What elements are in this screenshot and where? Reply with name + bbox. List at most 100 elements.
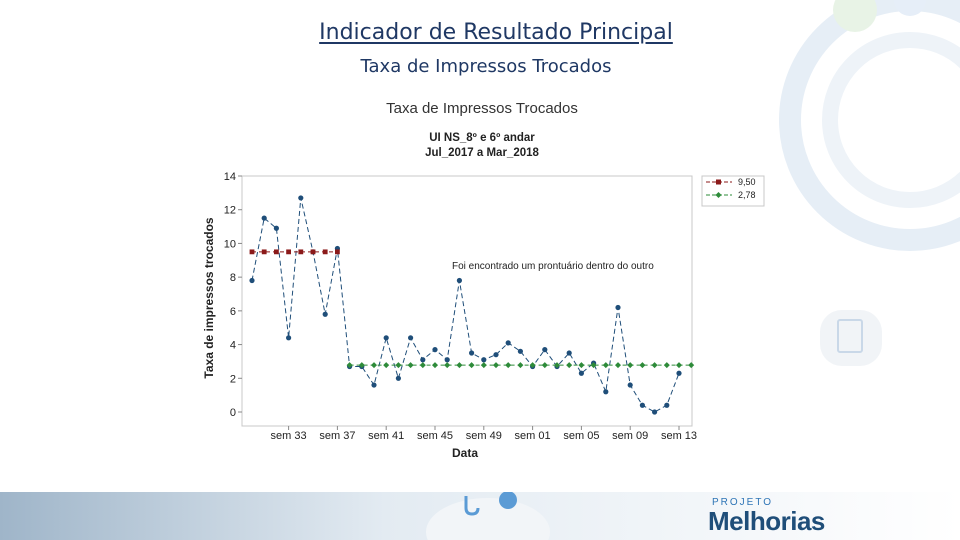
legend-marker-before [716, 179, 721, 185]
median-before-marker [335, 249, 340, 255]
background-decoration [779, 0, 960, 366]
y-tick-label: 12 [224, 205, 236, 217]
leaf-icon [833, 0, 877, 32]
clipboard-icon [837, 319, 863, 353]
median-after-marker [602, 362, 609, 369]
data-point [420, 357, 426, 363]
median-after-marker [456, 362, 463, 369]
y-tick-label: 10 [224, 238, 236, 250]
median-after-marker [651, 362, 658, 369]
data-point [322, 311, 328, 317]
y-axis-label: Taxa de impressos trocados [202, 217, 216, 379]
data-point [481, 357, 487, 363]
chart-subtitle-line-1: UI NS_8º e 6º andar [429, 132, 535, 144]
median-before-marker [286, 249, 291, 255]
data-point [542, 347, 548, 353]
legend-marker-after [715, 192, 722, 198]
chart-background [196, 90, 776, 470]
y-tick-label: 14 [224, 171, 236, 183]
y-tick-label: 2 [230, 373, 236, 385]
median-after-marker [578, 362, 585, 369]
legend-label-after: 2,78 [738, 190, 756, 200]
data-point [517, 348, 523, 354]
x-tick-label: sem 41 [368, 430, 404, 442]
median-after-marker [676, 362, 682, 369]
data-point [639, 402, 645, 408]
data-point [408, 335, 414, 341]
median-before-marker [310, 249, 316, 255]
median-after-marker [505, 362, 512, 369]
data-series-line [251, 197, 680, 413]
x-tick-label: sem 37 [319, 430, 355, 442]
median-after-marker [627, 362, 634, 369]
slide-title: Indicador de Resultado Principal [319, 20, 673, 45]
data-point [444, 357, 450, 363]
median-after-marker [615, 362, 621, 369]
median-before-marker [322, 249, 328, 255]
x-tick-label: sem 45 [417, 430, 453, 442]
data-point [286, 335, 292, 341]
chart-title: Taxa de Impressos Trocados [386, 100, 578, 117]
chart-subtitle-line-2: Jul_2017 a Mar_2018 [425, 147, 539, 159]
data-point [652, 409, 658, 415]
legend-box [701, 175, 765, 207]
data-point [627, 382, 633, 388]
median-after-marker [444, 362, 451, 369]
median-after-marker [541, 362, 548, 369]
data-point [664, 402, 670, 408]
logo-name: Melhorias [708, 506, 825, 536]
data-point [469, 350, 475, 356]
data-point [505, 340, 511, 346]
x-tick-label: sem 05 [563, 430, 599, 442]
data-point [493, 352, 499, 358]
data-point [383, 335, 389, 341]
x-tick-label: sem 49 [466, 430, 502, 442]
bottom-band [0, 492, 960, 540]
data-point [395, 375, 401, 381]
check-icon [894, 0, 926, 16]
median-after-marker [407, 362, 414, 369]
data-point [615, 304, 621, 311]
data-point [456, 277, 462, 284]
data-point [249, 277, 255, 284]
median-after-marker [590, 362, 597, 369]
y-tick-label: 8 [230, 272, 236, 284]
data-point [273, 225, 279, 231]
x-tick-label: sem 13 [661, 430, 697, 442]
data-point [578, 370, 584, 376]
median-after-marker [468, 362, 475, 369]
median-before-marker [274, 249, 279, 255]
x-tick-label: sem 09 [612, 430, 648, 442]
median-after-marker [566, 362, 573, 369]
median-after-marker [395, 362, 402, 369]
chart-annotation: Foi encontrado um prontuário dentro do o… [452, 261, 654, 272]
x-axis-label: Data [452, 446, 478, 460]
x-tick-label: sem 01 [515, 430, 551, 442]
data-point [432, 347, 438, 353]
median-after-marker [517, 362, 524, 369]
median-after-marker [432, 362, 438, 369]
plot-frame [241, 175, 693, 427]
median-after-marker [358, 362, 365, 369]
x-tick-label: sem 33 [271, 430, 307, 442]
data-point [261, 215, 267, 221]
legend-label-before: 9,50 [738, 177, 756, 187]
median-after-marker [493, 362, 499, 369]
y-tick-label: 6 [230, 306, 236, 318]
data-point [603, 389, 609, 395]
run-chart: Taxa de Impressos Trocados UI NS_8º e 6º… [196, 90, 776, 470]
median-before-marker [298, 249, 304, 255]
median-after-marker [639, 362, 646, 369]
median-after-marker [554, 362, 560, 369]
median-after-marker [383, 362, 390, 369]
median-after-marker [371, 362, 377, 369]
median-after-marker [529, 362, 536, 369]
median-before-marker [261, 249, 267, 255]
y-tick-label: 0 [230, 407, 236, 419]
data-point [676, 370, 682, 376]
slide-subtitle: Taxa de Impressos Trocados [360, 56, 612, 77]
stethoscope-icon [464, 496, 480, 516]
median-before-marker [249, 249, 255, 255]
y-tick-label: 4 [230, 340, 236, 352]
median-after-marker [480, 362, 487, 369]
